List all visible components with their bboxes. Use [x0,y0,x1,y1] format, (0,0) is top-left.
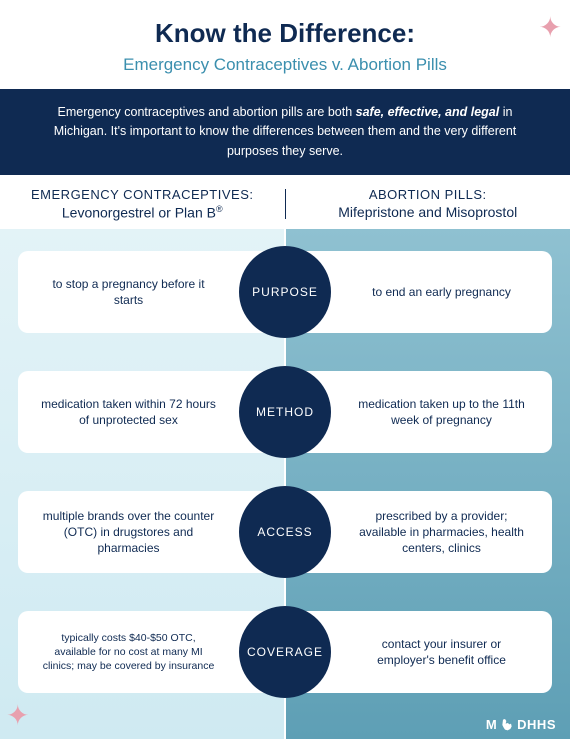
page-subtitle: Emergency Contraceptives v. Abortion Pil… [0,49,570,89]
decorative-plus-bottom: ✦ [6,702,29,730]
left-cell: medication taken within 72 hours of unpr… [18,396,239,428]
category-badge: PURPOSE [239,246,331,338]
right-cell: to end an early pregnancy [331,284,552,300]
left-heading: EMERGENCY CONTRACEPTIVES: [0,187,285,202]
left-column-header: EMERGENCY CONTRACEPTIVES: Levonorgestrel… [0,187,285,221]
right-column-header: ABORTION PILLS: Mifepristone and Misopro… [286,187,570,221]
decorative-plus-top: ✦ [539,14,562,42]
left-cell: multiple brands over the counter (OTC) i… [18,508,239,557]
right-subheading: Mifepristone and Misoprostol [286,204,570,220]
logo-prefix: M [486,717,497,732]
right-cell: prescribed by a provider; available in p… [331,508,552,557]
comparison-area: to stop a pregnancy before it starts to e… [0,229,570,739]
right-heading: ABORTION PILLS: [286,187,570,202]
left-subheading: Levonorgestrel or Plan B® [0,204,285,221]
mdhhs-logo: M DHHS [486,717,556,733]
category-badge: COVERAGE [239,606,331,698]
michigan-icon [499,717,515,733]
category-badge: METHOD [239,366,331,458]
intro-paragraph: Emergency contraceptives and abortion pi… [0,89,570,175]
column-headers: EMERGENCY CONTRACEPTIVES: Levonorgestrel… [0,175,570,229]
logo-suffix: DHHS [517,717,556,732]
page-title: Know the Difference: [0,0,570,49]
category-badge: ACCESS [239,486,331,578]
right-cell: contact your insurer or employer's benef… [331,636,552,668]
right-cell: medication taken up to the 11th week of … [331,396,552,428]
left-cell: typically costs $40-$50 OTC, available f… [18,631,239,674]
left-cell: to stop a pregnancy before it starts [18,276,239,308]
